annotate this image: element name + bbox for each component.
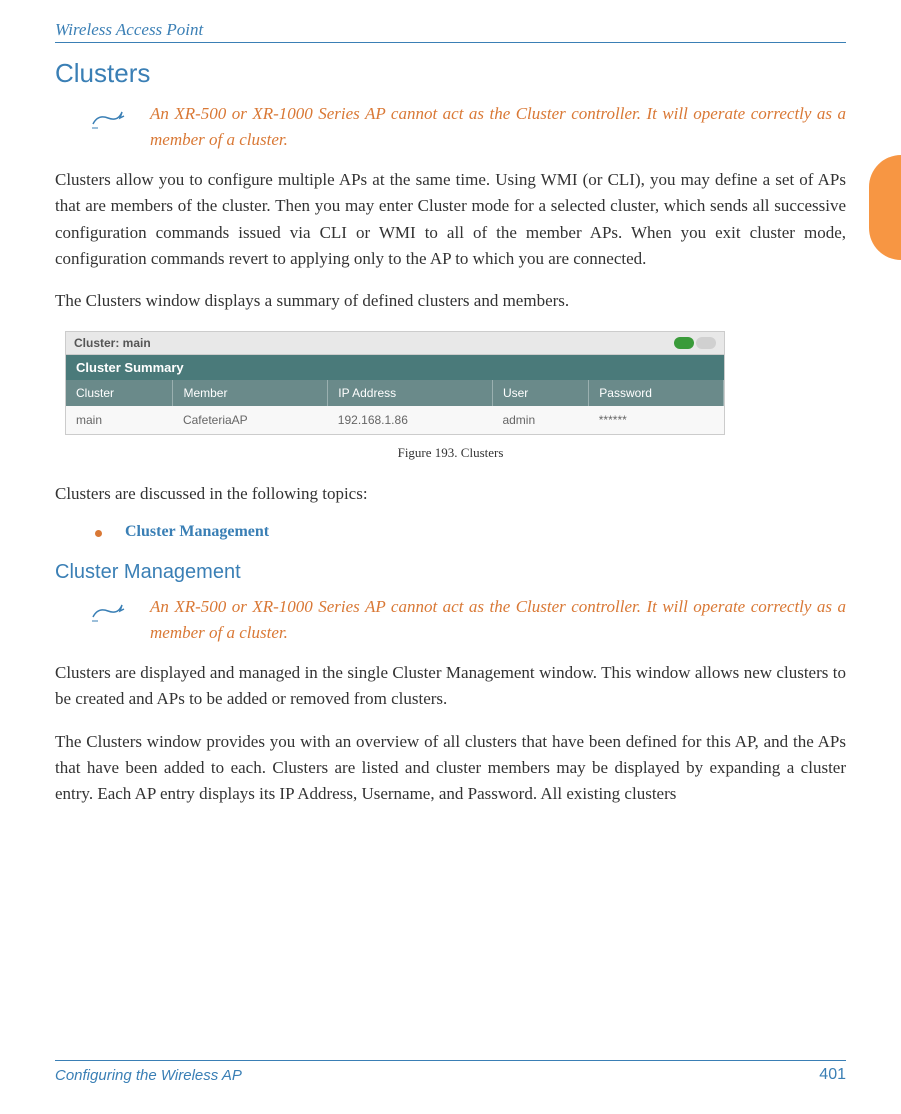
cell-cluster: main — [66, 406, 173, 434]
footer-page-number: 401 — [819, 1066, 846, 1084]
col-ip: IP Address — [328, 380, 493, 406]
col-user: User — [492, 380, 588, 406]
paragraph-1: Clusters allow you to configure multiple… — [55, 167, 846, 272]
col-member: Member — [173, 380, 328, 406]
cluster-topbar: Cluster: main — [66, 332, 724, 355]
note-block-1: An XR-500 or XR-1000 Series AP cannot ac… — [55, 101, 846, 152]
cell-user: admin — [492, 406, 588, 434]
figure-caption: Figure 193. Clusters — [55, 445, 846, 461]
status-green-icon — [674, 337, 694, 349]
page-header: Wireless Access Point — [55, 20, 846, 43]
note-text-1: An XR-500 or XR-1000 Series AP cannot ac… — [150, 101, 846, 152]
table-header-row: Cluster Member IP Address User Password — [66, 380, 724, 406]
footer-divider — [55, 1060, 846, 1061]
status-icons — [674, 337, 716, 349]
cluster-management-heading: Cluster Management — [55, 561, 846, 584]
clusters-heading: Clusters — [55, 58, 846, 89]
paragraph-5: The Clusters window provides you with an… — [55, 729, 846, 808]
note-block-2: An XR-500 or XR-1000 Series AP cannot ac… — [55, 594, 846, 645]
note-icon — [90, 599, 125, 632]
paragraph-4: Clusters are displayed and managed in th… — [55, 660, 846, 713]
list-item: Cluster Management — [95, 523, 846, 541]
cluster-table: Cluster Member IP Address User Password … — [66, 380, 724, 434]
footer-section-name: Configuring the Wireless AP — [55, 1067, 242, 1084]
cell-ip: 192.168.1.86 — [328, 406, 493, 434]
header-divider — [55, 42, 846, 43]
side-tab-marker — [869, 155, 901, 260]
cluster-management-link[interactable]: Cluster Management — [125, 523, 269, 540]
col-password: Password — [589, 380, 724, 406]
cell-member: CafeteriaAP — [173, 406, 328, 434]
page-footer: Configuring the Wireless AP 401 — [55, 1060, 846, 1084]
topic-list: Cluster Management — [55, 523, 846, 541]
figure-193: Cluster: main Cluster Summary Cluster Me… — [65, 331, 846, 435]
bullet-dot-icon — [95, 530, 102, 537]
note-text-2: An XR-500 or XR-1000 Series AP cannot ac… — [150, 594, 846, 645]
status-grey-icon — [696, 337, 716, 349]
footer-row: Configuring the Wireless AP 401 — [55, 1066, 846, 1084]
cluster-panel-header: Cluster Summary — [66, 355, 724, 380]
note-icon — [90, 106, 125, 139]
paragraph-3: Clusters are discussed in the following … — [55, 481, 846, 507]
cluster-topbar-label: Cluster: main — [74, 336, 151, 350]
paragraph-2: The Clusters window displays a summary o… — [55, 288, 846, 314]
header-title: Wireless Access Point — [55, 20, 846, 40]
cluster-screenshot: Cluster: main Cluster Summary Cluster Me… — [65, 331, 725, 435]
table-row: main CafeteriaAP 192.168.1.86 admin ****… — [66, 406, 724, 434]
cell-password: ****** — [589, 406, 724, 434]
col-cluster: Cluster — [66, 380, 173, 406]
